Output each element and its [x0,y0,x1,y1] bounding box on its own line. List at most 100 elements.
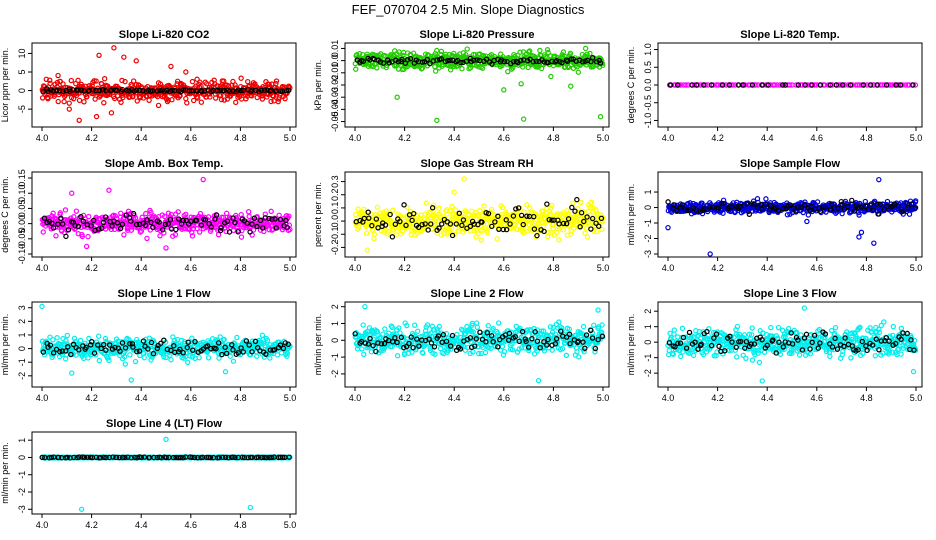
data-point [184,100,190,106]
data-point [273,78,280,84]
panel-title: Slope Sample Flow [740,158,841,170]
x-tick-label: 4.4 [448,263,461,273]
data-point [811,82,818,88]
data-point-outlier [168,63,174,70]
y-tick-label: -2 [643,369,653,377]
y-axis-label: degrees C per min. [626,47,636,124]
data-point [50,88,57,94]
data-point-outlier [111,45,117,51]
x-tick-label: 4.0 [349,263,362,273]
data-point [793,82,799,88]
data-point-outlier [83,243,90,250]
plot-frame [344,42,610,128]
data-point [479,65,486,71]
y-tick-label: 0.0 [330,54,340,67]
data-point [245,209,252,215]
y-tick-label: 1 [17,332,27,337]
data-point [501,58,508,65]
data-point [468,208,475,215]
data-point [189,78,196,85]
data-point [772,82,778,88]
x-tick-label: 4.0 [349,393,362,403]
data-point [371,235,377,242]
x-tick-label: 4.4 [135,393,148,403]
data-point [149,88,156,94]
data-point [371,231,378,237]
data-point [361,351,367,357]
data-point [140,88,146,94]
data-point [133,87,139,93]
data-point [527,48,533,54]
data-point [753,82,759,88]
data-point [286,87,292,93]
data-point [374,204,381,210]
data-point [464,46,470,52]
data-point [565,64,572,71]
data-point [233,99,239,106]
data-point [743,355,749,361]
x-tick-label: 4.6 [185,133,198,143]
data-point [226,88,233,95]
data-point [458,59,464,66]
data-point [283,87,290,94]
data-point [84,93,90,100]
data-point [259,332,266,338]
data-point [517,57,524,64]
series-colored [665,176,919,257]
x-tick-label: 4.6 [185,393,198,403]
data-point [196,354,202,361]
data-point [276,212,282,218]
data-point [596,57,603,64]
y-tick-label: -0.04 [330,99,340,120]
data-point [218,96,225,103]
data-point [530,59,536,65]
data-point [214,87,221,94]
data-point [849,82,856,88]
data-point-outlier [520,116,527,122]
data-point-outlier [501,87,507,93]
data-point [66,100,72,106]
data-point [732,82,739,88]
x-tick-label: 4.6 [498,133,511,143]
data-point-outlier [434,117,440,124]
data-point [143,210,149,217]
data-point [141,354,147,361]
y-tick-label: 0.1 [330,202,340,215]
data-point [494,236,500,242]
y-axis-label: ml/min per min. [626,314,636,376]
data-point [423,200,429,206]
data-point [130,78,137,84]
x-tick-label: 5.0 [597,393,610,403]
data-point [39,95,46,101]
data-point [471,57,477,64]
data-point [238,234,245,240]
data-point [61,98,67,105]
x-tick-label: 4.2 [85,263,98,273]
data-point [245,78,251,85]
data-point [240,87,246,93]
data-point [40,89,46,95]
y-tick-label: -2 [330,370,340,378]
data-point [185,359,191,365]
data-point-outlier [871,240,877,246]
panel-title: Slope Li-820 Temp. [740,29,839,41]
data-point-outlier [364,247,371,253]
data-point-outlier [597,113,604,120]
data-point [126,88,132,94]
panel-title: Slope Line 1 Flow [118,288,211,300]
data-point [86,213,92,220]
data-point [749,357,756,363]
data-point [906,211,913,217]
x-tick-label: 4.2 [398,133,411,143]
data-point [474,57,480,63]
data-point [258,87,264,94]
data-point [157,81,164,87]
data-point [474,324,481,331]
x-tick-label: 4.2 [398,263,411,273]
data-point [544,201,550,207]
data-point [243,96,249,102]
data-point [104,83,111,89]
data-point [447,67,454,73]
data-point [137,87,143,94]
